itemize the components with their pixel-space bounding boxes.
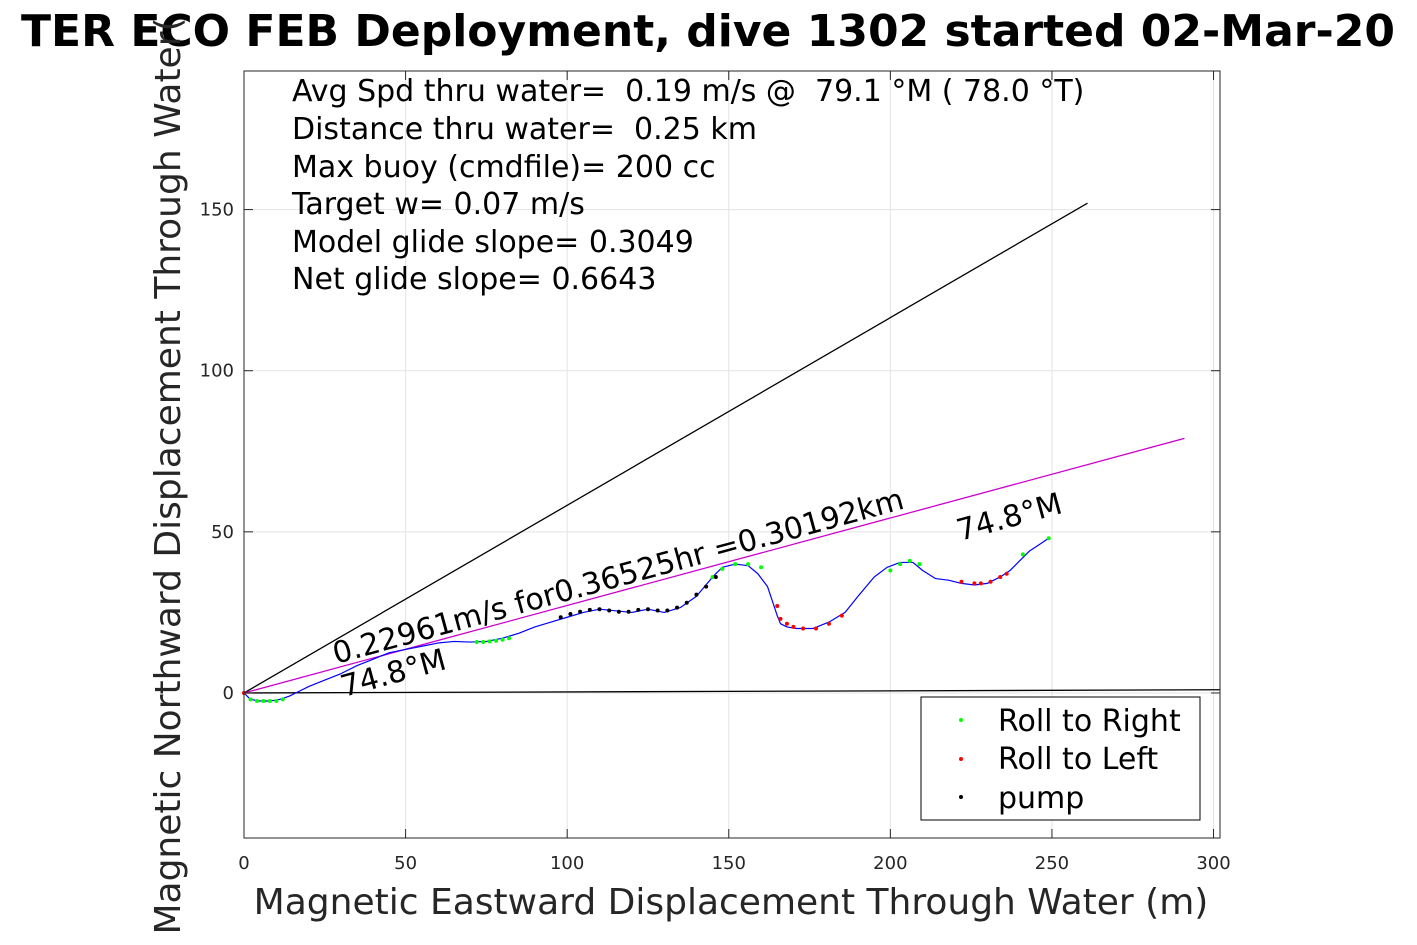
point-pump <box>578 609 583 614</box>
point-roll-to-right <box>907 558 912 563</box>
point-roll-to-left <box>988 579 993 584</box>
point-pump <box>694 592 699 597</box>
x-tick-label: 200 <box>873 853 907 874</box>
legend-label-roll-right: Roll to Right <box>998 704 1181 739</box>
legend-box <box>920 696 1201 821</box>
info-distance: Distance thru water= 0.25 km <box>292 112 757 147</box>
point-pump <box>713 574 718 579</box>
x-tick-label: 0 <box>238 853 249 874</box>
point-roll-to-right <box>481 640 486 645</box>
point-pump <box>607 608 612 613</box>
reference-line <box>243 202 1088 694</box>
y-tick-label: 150 <box>200 200 234 221</box>
info-avg-speed: Avg Spd thru water= 0.19 m/s @ 79.1 °M (… <box>292 74 1084 109</box>
info-target-w: Target w= 0.07 m/s <box>291 187 585 222</box>
x-tick-label: 150 <box>712 853 746 874</box>
point-roll-to-left <box>978 581 983 586</box>
legend-label-pump: pump <box>998 781 1084 816</box>
grid-lines <box>243 71 1220 838</box>
point-pump <box>636 607 641 612</box>
info-net-glide-slope: Net glide slope= 0.6643 <box>292 262 656 297</box>
point-pump <box>655 608 660 613</box>
point-pump <box>558 615 563 620</box>
y-tick-label: 100 <box>200 361 234 382</box>
y-tick-label: 50 <box>211 522 234 543</box>
point-roll-to-right <box>280 697 285 702</box>
point-pump <box>626 609 631 614</box>
point-roll-to-right <box>507 636 512 641</box>
x-tick-label: 100 <box>550 853 584 874</box>
point-roll-to-left <box>778 616 783 621</box>
x-tick-label: 50 <box>394 853 417 874</box>
point-pump <box>568 612 573 617</box>
plot-frame <box>243 70 1221 839</box>
legend-marker-roll-right <box>959 718 963 722</box>
tick-labels: 0 50 100 150 200 250 300 0 50 100 150 <box>200 200 1231 874</box>
axes-box <box>243 70 1221 839</box>
point-pump <box>704 584 709 589</box>
point-pump <box>587 607 592 612</box>
info-text-block: Avg Spd thru water= 0.19 m/s @ 79.1 °M (… <box>291 74 1084 297</box>
point-roll-to-right <box>917 562 922 567</box>
legend-marker-roll-left <box>959 757 963 761</box>
x-tick-label: 250 <box>1035 853 1069 874</box>
legend-label-roll-left: Roll to Left <box>998 742 1158 777</box>
point-roll-to-left <box>972 581 977 586</box>
point-roll-to-left <box>998 574 1003 579</box>
point-roll-to-right <box>710 574 715 579</box>
info-max-buoy: Max buoy (cmdfile)= 200 cc <box>292 150 716 185</box>
y-axis-label: Magnetic Northward Displacement Through … <box>148 17 189 934</box>
point-roll-to-left <box>791 624 796 629</box>
point-roll-to-right <box>267 699 272 704</box>
point-pump <box>665 608 670 613</box>
point-roll-to-right <box>248 697 253 702</box>
point-roll-to-right <box>888 568 893 573</box>
point-roll-to-right <box>733 562 738 567</box>
point-roll-to-right <box>720 566 725 571</box>
point-roll-to-left <box>801 626 806 631</box>
point-roll-to-left <box>784 621 789 626</box>
point-roll-to-right <box>1020 552 1025 557</box>
point-roll-to-right <box>274 699 279 704</box>
reference-line <box>243 689 1221 694</box>
point-roll-to-right <box>746 562 751 567</box>
legend-marker-pump <box>959 795 963 799</box>
point-pump <box>675 605 680 610</box>
point-roll-to-right <box>261 699 266 704</box>
point-roll-to-right <box>1046 536 1051 541</box>
chart-title: TER ECO FEB Deployment, dive 1302 starte… <box>21 6 1395 57</box>
point-pump <box>597 607 602 612</box>
point-roll-to-right <box>898 562 903 567</box>
point-roll-to-left <box>1004 571 1009 576</box>
point-roll-to-left <box>839 613 844 618</box>
point-roll-to-right <box>254 699 259 704</box>
point-roll-to-left <box>814 626 819 631</box>
point-roll-to-left <box>959 579 964 584</box>
x-axis-label: Magnetic Eastward Displacement Through W… <box>254 882 1209 923</box>
point-roll-to-right <box>487 639 492 644</box>
point-pump <box>616 609 621 614</box>
point-pump <box>684 600 689 605</box>
series-layer <box>242 536 1051 704</box>
legend: Roll to Right Roll to Left pump <box>920 696 1201 821</box>
point-roll-to-left <box>826 621 831 626</box>
point-roll-to-right <box>500 637 505 642</box>
point-roll-to-left <box>775 603 780 608</box>
point-pump <box>645 607 650 612</box>
point-roll-to-right <box>474 640 479 645</box>
point-roll-to-right <box>759 565 764 570</box>
current-annotation: 0.22961m/s for0.36525hr =0.30192km <box>329 482 908 672</box>
x-tick-label: 300 <box>1196 853 1230 874</box>
y-tick-label: 0 <box>223 683 234 704</box>
info-model-glide-slope: Model glide slope= 0.3049 <box>292 225 694 260</box>
point-roll-to-right <box>494 638 499 643</box>
